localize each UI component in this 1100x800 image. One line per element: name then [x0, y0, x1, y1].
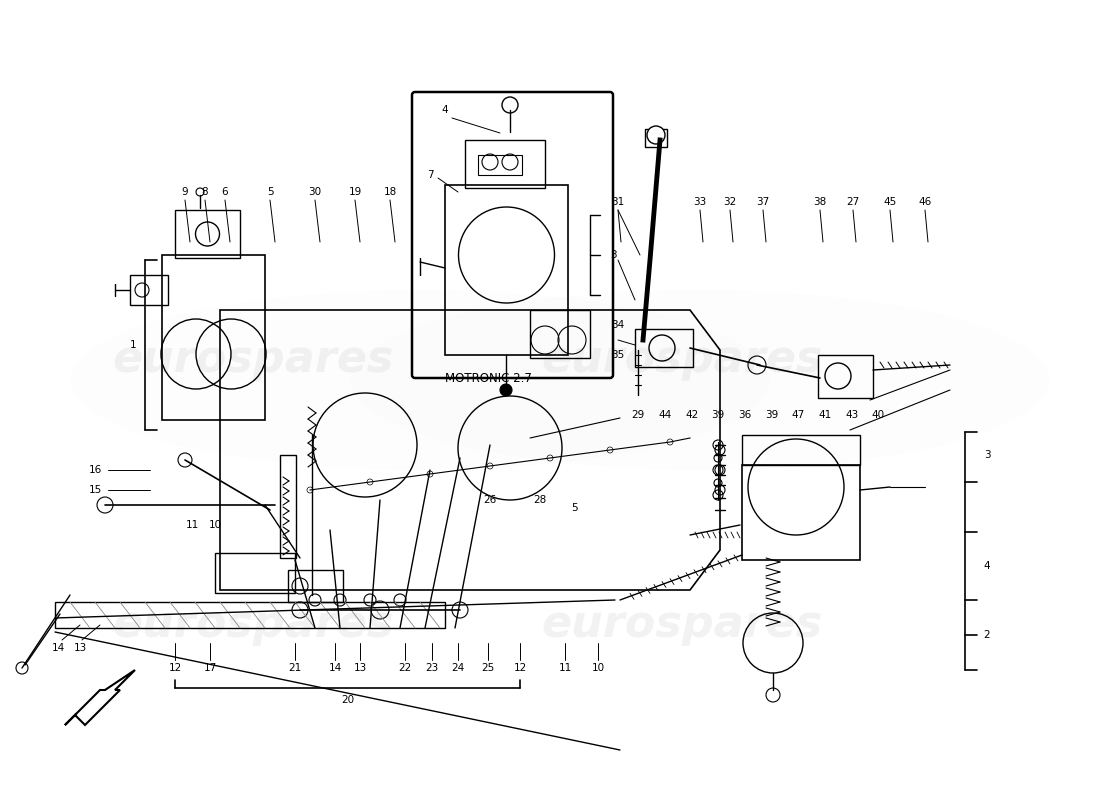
Text: 47: 47	[791, 410, 804, 420]
Text: 38: 38	[813, 197, 826, 207]
Text: 35: 35	[612, 350, 625, 360]
Text: 36: 36	[738, 410, 751, 420]
Bar	[280, 455, 296, 558]
Text: 8: 8	[201, 187, 208, 197]
Circle shape	[647, 126, 666, 144]
Text: 5: 5	[266, 187, 273, 197]
Text: eurospares: eurospares	[541, 602, 823, 646]
Text: 11: 11	[186, 520, 199, 530]
Text: 39: 39	[766, 410, 779, 420]
Text: 24: 24	[451, 663, 464, 673]
Bar	[742, 435, 860, 465]
Bar	[162, 255, 265, 420]
Text: 16: 16	[88, 465, 101, 475]
Bar	[645, 129, 667, 147]
Text: 13: 13	[353, 663, 366, 673]
Ellipse shape	[350, 290, 1050, 470]
Bar	[530, 310, 590, 358]
Text: 15: 15	[88, 485, 101, 495]
Circle shape	[500, 384, 512, 396]
Text: 23: 23	[426, 663, 439, 673]
Text: 3: 3	[983, 450, 990, 460]
Text: 14: 14	[52, 643, 65, 653]
Bar	[818, 355, 873, 398]
Text: 28: 28	[534, 495, 547, 505]
Text: 25: 25	[482, 663, 495, 673]
Text: 7: 7	[427, 170, 433, 180]
Bar	[478, 155, 522, 175]
Text: 30: 30	[308, 187, 321, 197]
Text: 46: 46	[918, 197, 932, 207]
Text: 4: 4	[442, 105, 449, 115]
Text: eurospares: eurospares	[112, 602, 394, 646]
Text: eurospares: eurospares	[541, 338, 823, 382]
Text: 3: 3	[609, 250, 616, 260]
Text: 34: 34	[612, 320, 625, 330]
Text: 40: 40	[871, 410, 884, 420]
Text: 31: 31	[612, 197, 625, 207]
Text: 1: 1	[130, 340, 136, 350]
Text: 9: 9	[182, 187, 188, 197]
Text: 33: 33	[693, 197, 706, 207]
Text: 10: 10	[208, 520, 221, 530]
Text: 13: 13	[74, 643, 87, 653]
Text: 32: 32	[724, 197, 737, 207]
Text: 41: 41	[818, 410, 832, 420]
Text: 12: 12	[168, 663, 182, 673]
Text: 27: 27	[846, 197, 859, 207]
Text: 17: 17	[204, 663, 217, 673]
Text: 26: 26	[483, 495, 496, 505]
Text: 6: 6	[222, 187, 229, 197]
Bar	[55, 602, 446, 628]
Text: 12: 12	[514, 663, 527, 673]
Ellipse shape	[70, 290, 770, 470]
Bar	[465, 140, 544, 188]
Text: 20: 20	[341, 695, 354, 705]
Text: 37: 37	[757, 197, 770, 207]
Bar	[130, 275, 168, 305]
Text: 18: 18	[384, 187, 397, 197]
Text: 22: 22	[398, 663, 411, 673]
Text: MOTRONIC 2.7: MOTRONIC 2.7	[446, 371, 532, 385]
Text: 10: 10	[592, 663, 605, 673]
Bar	[175, 210, 240, 258]
Bar	[635, 329, 693, 367]
Text: eurospares: eurospares	[112, 338, 394, 382]
Text: 2: 2	[983, 630, 990, 640]
Bar	[214, 553, 295, 593]
Text: 39: 39	[712, 410, 725, 420]
Text: 11: 11	[559, 663, 572, 673]
Text: 4: 4	[983, 561, 990, 571]
Bar	[288, 570, 343, 602]
Bar	[446, 185, 568, 355]
Text: 42: 42	[685, 410, 698, 420]
Text: 14: 14	[329, 663, 342, 673]
Text: 45: 45	[883, 197, 896, 207]
Text: 29: 29	[631, 410, 645, 420]
Text: 44: 44	[659, 410, 672, 420]
Text: 19: 19	[349, 187, 362, 197]
Text: 21: 21	[288, 663, 301, 673]
Text: 43: 43	[846, 410, 859, 420]
Text: 5: 5	[572, 503, 579, 513]
Bar	[742, 465, 860, 560]
